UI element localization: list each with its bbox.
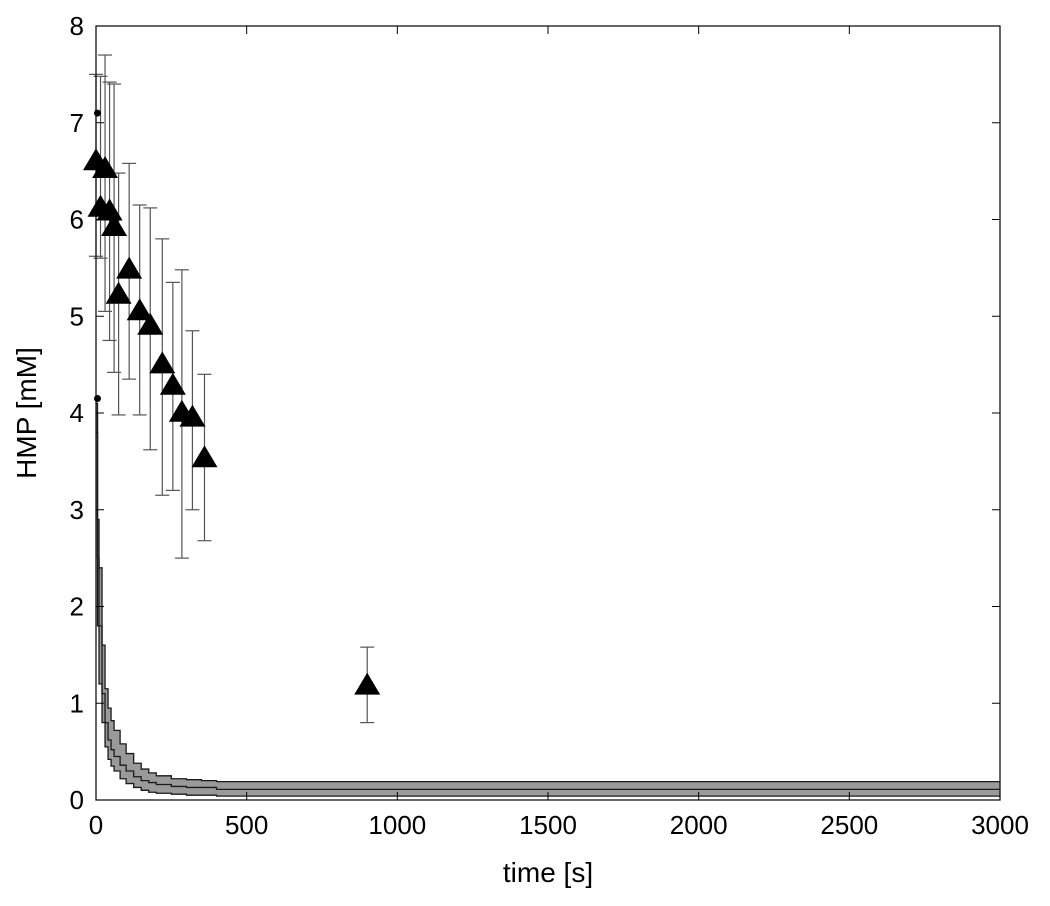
x-tick-label: 500 (225, 810, 268, 840)
triangle-marker (179, 404, 206, 427)
triangle-marker (96, 198, 123, 221)
triangle-marker (101, 214, 128, 237)
model-band-mean-line (96, 412, 1000, 791)
x-tick-label: 0 (89, 810, 103, 840)
triangle-marker (116, 256, 143, 279)
triangle-marker (137, 312, 164, 335)
y-tick-label: 7 (70, 108, 84, 138)
triangle-marker (149, 351, 176, 374)
triangle-marker (159, 372, 186, 395)
y-axis-label: HMP [mM] (11, 347, 42, 479)
triangle-marker (105, 281, 132, 304)
plot-frame (95, 25, 1001, 801)
marker-layer (83, 109, 381, 695)
y-tick-label: 3 (70, 495, 84, 525)
y-tick-label: 0 (70, 785, 84, 815)
x-tick-label: 3000 (971, 810, 1029, 840)
y-tick-label: 4 (70, 398, 84, 428)
x-tick-label: 1000 (368, 810, 426, 840)
y-tick-label: 1 (70, 688, 84, 718)
triangle-marker (354, 672, 381, 695)
model-band-fill (96, 403, 1000, 797)
y-tick-label: 2 (70, 592, 84, 622)
x-axis-label: time [s] (503, 857, 593, 888)
model-band-lower-line (96, 431, 1000, 797)
model-band-upper-line (96, 402, 1000, 783)
error-bar-layer (89, 54, 375, 724)
triangle-marker (126, 298, 153, 321)
triangle-marker (191, 445, 218, 468)
y-tick-label: 8 (70, 11, 84, 41)
model-band-layer (96, 402, 1000, 797)
x-tick-label: 1500 (519, 810, 577, 840)
x-tick-label: 2000 (670, 810, 728, 840)
outlier-dot (94, 394, 102, 402)
triangle-marker (92, 155, 119, 178)
outlier-dot (94, 109, 102, 117)
x-tick-label: 2500 (820, 810, 878, 840)
y-tick-label: 5 (70, 301, 84, 331)
y-tick-label: 6 (70, 205, 84, 235)
tick-layer: 0 500 1000 1500 2000 2500 3000 0 1 2 3 4 5 6 7 8 (70, 11, 1029, 840)
